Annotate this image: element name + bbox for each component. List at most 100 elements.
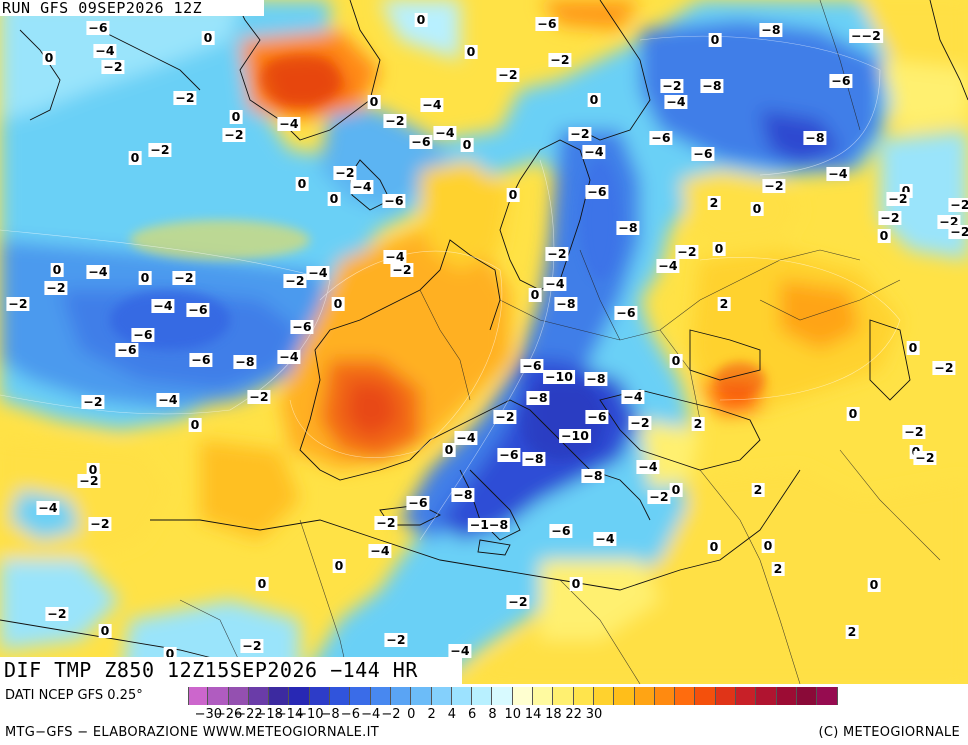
legend-tick-label: 0 bbox=[407, 707, 416, 722]
contour-label: 0 bbox=[188, 417, 202, 432]
contour-label: 0 bbox=[98, 623, 112, 638]
legend-tick-label: −14 bbox=[275, 707, 304, 722]
contour-label: −2 bbox=[148, 142, 172, 157]
legend-swatch bbox=[228, 687, 249, 705]
contour-label: 0 bbox=[367, 94, 381, 109]
contour-label: −6 bbox=[497, 447, 521, 462]
legend-swatch bbox=[208, 687, 229, 705]
contour-label: 0 bbox=[50, 262, 64, 277]
map-caption: DIF TMP Z850 12Z15SEP2026 −144 HR bbox=[0, 657, 462, 684]
legend-swatch bbox=[614, 687, 635, 705]
contour-label: −4 bbox=[277, 349, 301, 364]
contour-label: −2 bbox=[247, 389, 271, 404]
contour-label: 0 bbox=[138, 270, 152, 285]
contour-label: −2 bbox=[647, 489, 671, 504]
contour-label: −4 bbox=[277, 116, 301, 131]
contour-label: −2 bbox=[948, 225, 968, 239]
contour-label: −2 bbox=[77, 473, 101, 488]
contour-label: −8 bbox=[451, 487, 475, 502]
coastlines bbox=[0, 0, 968, 661]
contour-label: 0 bbox=[761, 538, 775, 553]
legend-swatch bbox=[248, 687, 270, 705]
contour-label: −4 bbox=[593, 531, 617, 546]
contour-label: −8 bbox=[581, 468, 605, 483]
contour-label: 0 bbox=[201, 30, 215, 45]
contour-label: −6 bbox=[189, 352, 213, 367]
legend-swatch bbox=[451, 687, 473, 705]
contour-label: 0 bbox=[464, 44, 478, 59]
legend-tick-label: −26 bbox=[214, 707, 243, 722]
contour-label: −8 bbox=[759, 22, 783, 37]
credit-right: (C) METEOGIORNALE bbox=[818, 725, 960, 740]
contour-label: −8 bbox=[522, 451, 546, 466]
legend-swatch bbox=[533, 687, 554, 705]
contour-label: 2 bbox=[771, 561, 785, 576]
legend-swatch bbox=[309, 687, 331, 705]
contour-label: −4 bbox=[86, 264, 110, 279]
contour-label: 0 bbox=[587, 92, 601, 107]
legend-swatch bbox=[553, 687, 574, 705]
contour-label: −2 bbox=[496, 67, 520, 82]
legend-swatch bbox=[654, 687, 676, 705]
run-title: RUN GFS 09SEP2026 12Z bbox=[0, 0, 264, 16]
credit-left: MTG−GFS − ELABORAZIONE WWW.METEOGIORNALE… bbox=[5, 725, 379, 740]
contour-label: −2 bbox=[932, 360, 956, 375]
contour-label: −6 bbox=[409, 134, 433, 149]
contour-label: 2 bbox=[691, 416, 705, 431]
contour-label: 0 bbox=[42, 50, 56, 65]
contour-label: 0 bbox=[442, 442, 456, 457]
contour-label: −6 bbox=[290, 319, 314, 334]
legend-swatch bbox=[330, 687, 351, 705]
contour-label: −6 bbox=[186, 302, 210, 317]
contour-label: 0 bbox=[506, 187, 520, 202]
contour-label: −8 bbox=[616, 220, 640, 235]
contour-label: 0 bbox=[867, 577, 881, 592]
legend-swatch bbox=[675, 687, 696, 705]
contour-label: 0 bbox=[669, 482, 683, 497]
contour-label: −2 bbox=[886, 191, 910, 206]
contour-label: −2 bbox=[506, 594, 530, 609]
contour-label: 0 bbox=[712, 241, 726, 256]
contour-label: −2 bbox=[333, 165, 357, 180]
legend-swatch bbox=[350, 687, 371, 705]
contour-label: −2 bbox=[568, 126, 592, 141]
contour-label: −4 bbox=[93, 43, 117, 58]
contour-label: −6 bbox=[115, 342, 139, 357]
contour-label: −4 bbox=[383, 249, 407, 264]
legend-swatch bbox=[188, 687, 209, 705]
contour-label: 0 bbox=[332, 558, 346, 573]
contour-label: −6 bbox=[535, 16, 559, 31]
contour-label: −2 bbox=[675, 244, 699, 259]
contour-label: −2 bbox=[374, 515, 398, 530]
contour-label: −6 bbox=[649, 130, 673, 145]
legend-swatch bbox=[269, 687, 290, 705]
contour-label: −8 bbox=[526, 390, 550, 405]
legend-tick-label: −6 bbox=[340, 707, 360, 722]
legend-tick-label: 6 bbox=[468, 707, 477, 722]
contour-label: −2 bbox=[548, 52, 572, 67]
contour-label: −2 bbox=[222, 127, 246, 142]
contour-label: −2 bbox=[173, 90, 197, 105]
contour-label: 0 bbox=[128, 150, 142, 165]
map-background bbox=[0, 0, 968, 684]
contour-label: −8 bbox=[233, 354, 257, 369]
contour-label: −2 bbox=[45, 606, 69, 621]
legend-tick-label: 8 bbox=[488, 707, 497, 722]
contour-label: −4 bbox=[433, 125, 457, 140]
legend-swatch bbox=[695, 687, 716, 705]
legend-tick-label: 2 bbox=[427, 707, 436, 722]
contour-label: −4 bbox=[151, 298, 175, 313]
contour-label: −2 bbox=[878, 210, 902, 225]
legend-swatch bbox=[472, 687, 493, 705]
contour-label: −−2 bbox=[849, 28, 883, 43]
legend-tick-label: −22 bbox=[235, 707, 263, 722]
contour-label: −8 bbox=[584, 371, 608, 386]
legend-tick-label: −18 bbox=[255, 707, 283, 722]
contour-label: −6 bbox=[406, 495, 430, 510]
contour-label: 0 bbox=[86, 462, 100, 477]
contour-label: −4 bbox=[636, 459, 660, 474]
contour-label: 2 bbox=[845, 624, 859, 639]
contour-label: −4 bbox=[306, 265, 330, 280]
contour-label: −8 bbox=[700, 78, 724, 93]
contour-label: −4 bbox=[36, 500, 60, 515]
